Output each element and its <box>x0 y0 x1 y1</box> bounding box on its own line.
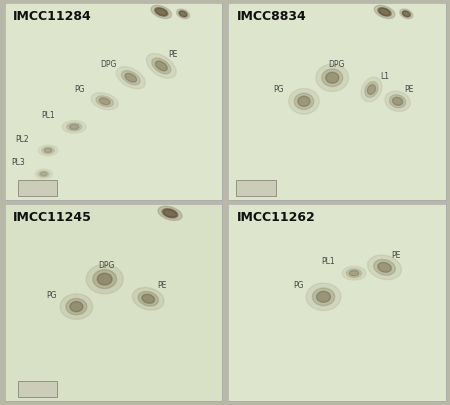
Ellipse shape <box>368 256 401 280</box>
Ellipse shape <box>346 269 362 278</box>
Ellipse shape <box>361 78 382 102</box>
Ellipse shape <box>365 82 378 98</box>
Ellipse shape <box>400 10 413 20</box>
Text: PE: PE <box>391 251 400 260</box>
Ellipse shape <box>96 96 113 108</box>
Ellipse shape <box>298 97 310 107</box>
Ellipse shape <box>179 12 188 18</box>
Ellipse shape <box>392 98 403 106</box>
Text: PG: PG <box>46 290 56 299</box>
Text: PG: PG <box>74 85 85 94</box>
Ellipse shape <box>176 10 189 20</box>
Ellipse shape <box>154 9 168 17</box>
Ellipse shape <box>342 266 366 280</box>
Ellipse shape <box>138 292 158 306</box>
Text: IMCC11245: IMCC11245 <box>13 211 92 224</box>
Ellipse shape <box>158 207 182 221</box>
Ellipse shape <box>374 260 396 275</box>
Ellipse shape <box>402 12 411 18</box>
Text: PG: PG <box>274 85 284 94</box>
Ellipse shape <box>38 146 58 156</box>
Ellipse shape <box>125 74 137 83</box>
Ellipse shape <box>180 12 187 17</box>
Text: L1: L1 <box>380 72 389 81</box>
Ellipse shape <box>306 284 341 311</box>
Text: PE: PE <box>157 280 166 289</box>
Ellipse shape <box>389 96 406 109</box>
Ellipse shape <box>67 124 82 132</box>
Text: PE: PE <box>404 85 414 94</box>
Text: DPG: DPG <box>100 60 117 69</box>
Text: DPG: DPG <box>328 60 344 69</box>
Ellipse shape <box>146 54 176 79</box>
Ellipse shape <box>378 263 392 273</box>
Ellipse shape <box>316 65 349 92</box>
Text: IMCC11284: IMCC11284 <box>13 10 92 23</box>
Ellipse shape <box>156 9 167 17</box>
Ellipse shape <box>42 147 54 154</box>
Ellipse shape <box>97 273 112 285</box>
Text: DPG: DPG <box>98 261 114 270</box>
Ellipse shape <box>40 173 47 177</box>
Ellipse shape <box>317 292 330 303</box>
Bar <box>236 181 276 196</box>
Ellipse shape <box>152 59 171 75</box>
Text: PL2: PL2 <box>15 134 29 143</box>
Ellipse shape <box>162 209 178 219</box>
Ellipse shape <box>122 71 140 85</box>
Text: PL1: PL1 <box>321 257 335 266</box>
Text: PL3: PL3 <box>11 158 25 167</box>
Ellipse shape <box>312 288 335 306</box>
Ellipse shape <box>132 288 164 310</box>
Ellipse shape <box>322 70 343 87</box>
Ellipse shape <box>86 265 123 294</box>
Ellipse shape <box>349 271 359 276</box>
Ellipse shape <box>379 9 390 17</box>
Text: IMCC8834: IMCC8834 <box>236 10 306 23</box>
Ellipse shape <box>142 294 155 304</box>
Ellipse shape <box>289 90 319 115</box>
Text: PG: PG <box>293 280 304 289</box>
Ellipse shape <box>374 6 395 19</box>
Ellipse shape <box>69 125 79 130</box>
Bar <box>18 181 57 196</box>
Ellipse shape <box>44 149 52 153</box>
Ellipse shape <box>99 99 110 105</box>
Ellipse shape <box>385 92 410 112</box>
Ellipse shape <box>367 85 376 95</box>
Ellipse shape <box>91 94 118 111</box>
Ellipse shape <box>70 302 83 312</box>
Ellipse shape <box>93 270 117 289</box>
Ellipse shape <box>35 170 52 179</box>
Ellipse shape <box>403 12 410 17</box>
Text: IMCC11262: IMCC11262 <box>236 211 315 224</box>
Ellipse shape <box>60 294 93 320</box>
Ellipse shape <box>62 121 86 134</box>
Ellipse shape <box>378 9 392 17</box>
Bar <box>18 382 57 397</box>
Ellipse shape <box>294 94 314 110</box>
Ellipse shape <box>155 62 167 72</box>
Ellipse shape <box>38 171 50 178</box>
Text: PE: PE <box>168 50 177 59</box>
Ellipse shape <box>116 67 145 90</box>
Ellipse shape <box>66 299 87 315</box>
Ellipse shape <box>151 6 171 19</box>
Ellipse shape <box>326 73 339 84</box>
Ellipse shape <box>163 210 177 218</box>
Text: PL1: PL1 <box>41 111 55 120</box>
